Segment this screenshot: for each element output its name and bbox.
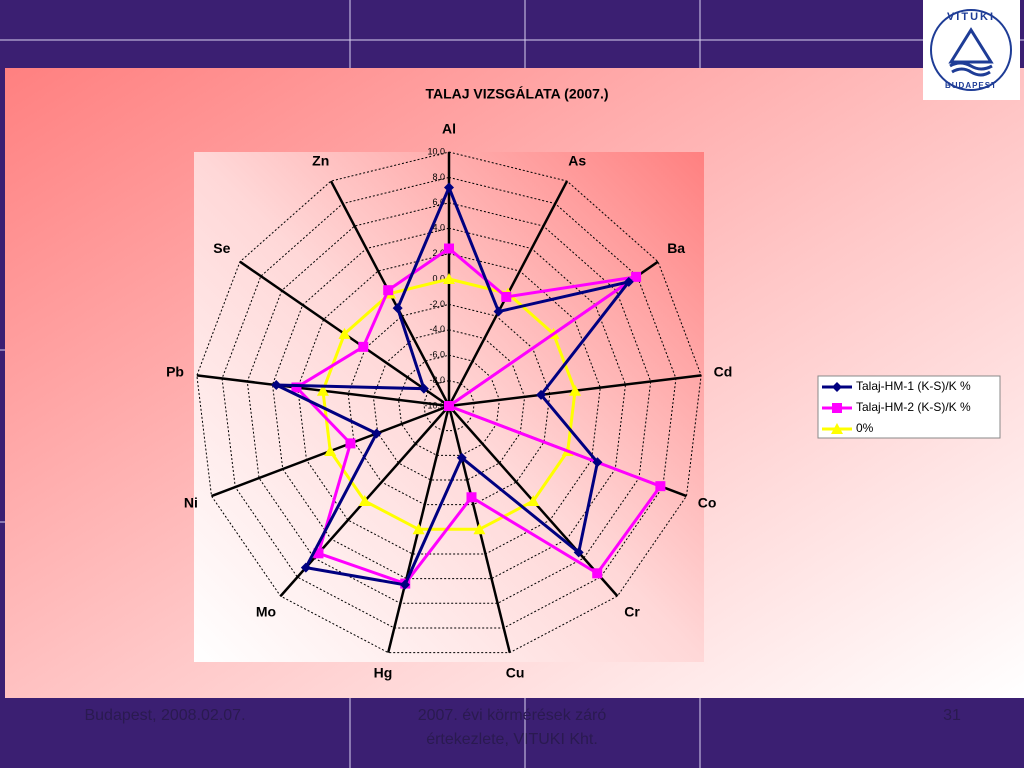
marker (371, 428, 382, 439)
grid-line (221, 176, 677, 629)
r-tick-label: 0,0 (432, 273, 445, 283)
marker (271, 380, 282, 391)
footer-center: 2007. évi körmérések záró (418, 707, 607, 724)
category-label: Mo (256, 603, 276, 619)
marker (573, 547, 584, 558)
marker (444, 243, 454, 254)
series-line (294, 246, 663, 586)
category-label: Se (213, 240, 230, 256)
r-tick-label: -6,0 (429, 350, 445, 360)
marker (324, 445, 337, 457)
marker (300, 562, 311, 573)
marker (623, 276, 634, 287)
marker (592, 568, 603, 579)
marker (291, 382, 302, 393)
grid-line (347, 303, 551, 506)
category-label: Co (698, 495, 717, 511)
marker (399, 579, 410, 590)
marker (444, 401, 454, 411)
category-label: As (568, 152, 586, 168)
marker (358, 495, 371, 507)
marker (493, 306, 504, 317)
marker (443, 273, 455, 284)
r-tick-label: 6,0 (432, 197, 445, 207)
r-tick-label: -4,0 (429, 324, 445, 334)
grid-line (372, 329, 526, 481)
marker (313, 548, 324, 559)
marker (631, 271, 642, 282)
marker (536, 389, 547, 400)
marker (412, 523, 425, 535)
category-label: Zn (312, 152, 329, 168)
chart-title: TALAJ VIZSGÁLATA (2007.) (425, 86, 608, 102)
category-label: Ni (184, 495, 198, 511)
category-label: Cd (714, 363, 733, 379)
marker (418, 383, 429, 394)
series-line (321, 277, 577, 531)
marker (338, 327, 351, 339)
footer-right: 31 (943, 707, 961, 724)
legend-label: 0% (856, 421, 874, 435)
grid-line (398, 354, 500, 456)
r-tick-label: -2,0 (429, 299, 445, 309)
marker (473, 523, 486, 535)
marker (831, 423, 843, 434)
marker (383, 285, 394, 296)
marker (832, 382, 842, 392)
series-line (275, 183, 633, 587)
r-tick-label: 8,0 (432, 172, 445, 182)
legend-label: Talaj-HM-2 (K-S)/K % (856, 400, 971, 414)
r-tick-label: 2,0 (432, 248, 445, 258)
marker (392, 303, 403, 314)
marker (316, 384, 329, 396)
marker (358, 341, 369, 352)
marker (655, 481, 666, 492)
r-tick-label: -10,0 (424, 400, 445, 410)
category-label: Hg (374, 665, 393, 681)
category-label: Cu (506, 665, 525, 681)
grid-line (246, 202, 652, 604)
marker (501, 291, 512, 302)
marker (444, 182, 454, 193)
marker (466, 492, 477, 503)
grid-line (196, 151, 702, 654)
footer-center: értekezlete, VITUKI Kht. (426, 731, 598, 748)
logo-box (923, 0, 1020, 100)
category-label: Cr (624, 603, 640, 619)
marker (527, 495, 540, 507)
marker (832, 403, 842, 413)
marker (569, 384, 582, 396)
logo-bottom: BUDAPEST (945, 81, 997, 90)
logo-top: VITUKI (947, 11, 995, 23)
marker (345, 438, 356, 449)
legend-label: Talaj-HM-1 (K-S)/K % (856, 379, 971, 393)
r-tick-label: -8,0 (429, 375, 445, 385)
category-label: Pb (166, 363, 184, 379)
r-tick-label: 10,0 (427, 146, 445, 156)
marker (456, 452, 467, 463)
footer: Budapest, 2008.02.07. 2007. évi körmérés… (84, 707, 961, 748)
footer-left: Budapest, 2008.02.07. (84, 707, 245, 724)
category-label: Al (442, 121, 456, 137)
r-tick-label: 4,0 (432, 223, 445, 233)
logo: VITUKI BUDAPEST (930, 9, 1012, 91)
category-label: Ba (667, 240, 685, 256)
marker (592, 457, 603, 468)
